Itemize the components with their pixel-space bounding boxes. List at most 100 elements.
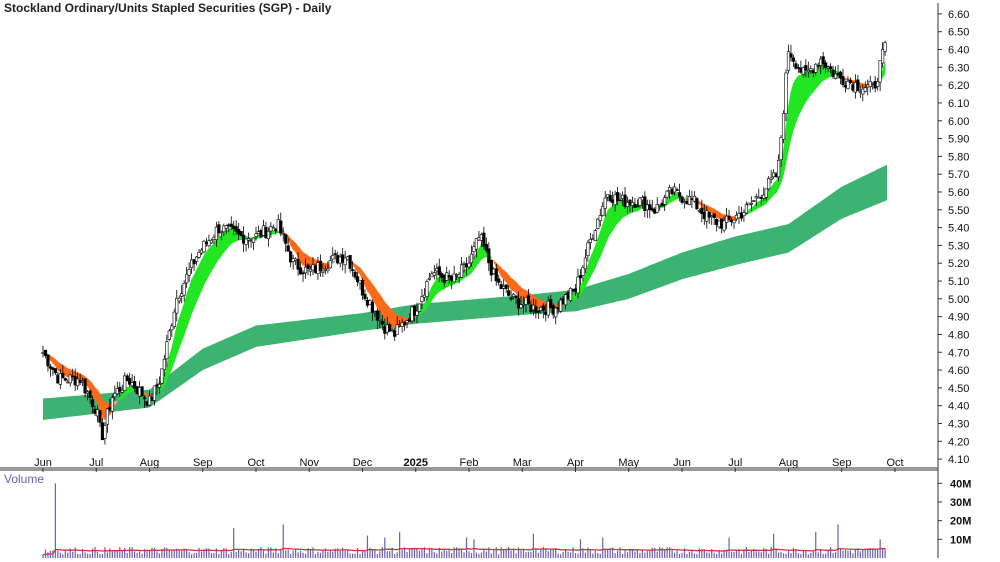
volume-bars bbox=[42, 483, 886, 558]
candle-body bbox=[680, 197, 684, 203]
y-tick-label: 4.90 bbox=[948, 312, 969, 324]
candle-body bbox=[549, 299, 553, 308]
candle-body bbox=[848, 80, 853, 83]
candle-body bbox=[219, 231, 223, 234]
short-ma-segment bbox=[196, 264, 200, 302]
short-ma-segment bbox=[478, 243, 482, 264]
candle-body bbox=[417, 303, 422, 312]
candle-body bbox=[403, 322, 407, 326]
short-ma-segment bbox=[882, 61, 886, 79]
candle-body bbox=[814, 63, 818, 73]
y-tick-label: 5.30 bbox=[948, 240, 969, 252]
candle-body bbox=[303, 266, 308, 274]
candle-body bbox=[519, 304, 523, 309]
candle-body bbox=[343, 257, 347, 266]
short-ma-segment bbox=[64, 366, 69, 378]
candle-body bbox=[781, 113, 786, 140]
x-tick-label: Sep bbox=[193, 457, 213, 469]
short-ma-segment bbox=[169, 347, 173, 375]
candle-body bbox=[61, 373, 65, 378]
candle-body bbox=[165, 341, 169, 360]
candle-body bbox=[118, 386, 122, 392]
short-ma-segment bbox=[201, 255, 205, 291]
candle-body bbox=[474, 238, 479, 250]
y-tick-label: 4.70 bbox=[948, 347, 969, 359]
candle-body bbox=[623, 194, 627, 207]
candle-body bbox=[185, 273, 189, 284]
short-ma-segment bbox=[50, 355, 54, 364]
candle-body bbox=[509, 297, 513, 300]
candle-body bbox=[801, 67, 805, 75]
y-tick-label: 4.30 bbox=[948, 418, 969, 430]
candle-body bbox=[425, 281, 429, 297]
short-ma-segment bbox=[52, 356, 56, 367]
price-y-tick-labels: 6.60 6.50 6.40 6.30 6.20 6.10 6.00 5.90 5.80 5.70… bbox=[938, 9, 969, 466]
candle-body bbox=[177, 297, 181, 302]
y-tick-label: 5.20 bbox=[948, 258, 969, 270]
short-ma-segment bbox=[193, 269, 197, 308]
short-ma-segment bbox=[795, 75, 799, 123]
short-ma-segment bbox=[290, 238, 294, 251]
candle-body bbox=[229, 223, 233, 228]
candle-body bbox=[881, 49, 885, 64]
candle-body bbox=[390, 328, 394, 331]
volume-tick-label: 20M bbox=[950, 516, 971, 528]
candle-body bbox=[596, 218, 600, 229]
short-ma-segment bbox=[198, 259, 202, 297]
candle-body bbox=[806, 70, 810, 73]
short-ma-segment bbox=[126, 386, 130, 395]
candle-body bbox=[68, 374, 72, 384]
candle-body bbox=[643, 196, 647, 211]
candle-body bbox=[876, 81, 880, 87]
candle-body bbox=[789, 53, 793, 58]
candle-body bbox=[598, 215, 602, 221]
candle-body bbox=[98, 410, 102, 423]
candle-body bbox=[786, 51, 791, 71]
candle-body bbox=[526, 295, 531, 304]
candle-body bbox=[504, 284, 508, 290]
y-tick-label: 5.40 bbox=[948, 223, 969, 235]
short-ma-segment bbox=[607, 207, 611, 240]
candle-body bbox=[767, 178, 771, 190]
short-ma-segment bbox=[206, 247, 210, 281]
candle-body bbox=[497, 278, 501, 283]
candle-body bbox=[192, 259, 196, 265]
candle-body bbox=[286, 245, 290, 252]
candle-body bbox=[281, 233, 285, 235]
y-tick-label: 6.50 bbox=[948, 27, 969, 39]
candle-body bbox=[214, 226, 218, 240]
candle-body bbox=[534, 306, 538, 313]
x-tick-label: Apr bbox=[567, 457, 584, 469]
candle-body bbox=[635, 205, 640, 208]
candle-body bbox=[764, 188, 768, 198]
short-ma-segment bbox=[94, 386, 98, 404]
candle-body bbox=[489, 260, 493, 276]
short-ma-segment bbox=[773, 180, 777, 196]
candle-body bbox=[123, 375, 127, 391]
candle-body bbox=[712, 213, 716, 218]
candle-body bbox=[593, 230, 597, 242]
y-tick-label: 6.60 bbox=[948, 9, 969, 21]
candle-body bbox=[353, 271, 357, 278]
candle-body bbox=[467, 262, 471, 268]
short-ma-segment bbox=[790, 83, 794, 139]
candle-body bbox=[601, 206, 605, 216]
candle-body bbox=[172, 311, 176, 327]
y-tick-label: 6.10 bbox=[948, 98, 969, 110]
candle-body bbox=[348, 255, 352, 269]
short-ma-segment bbox=[793, 77, 797, 130]
x-tick-label: Jun bbox=[34, 457, 52, 469]
candle-body bbox=[675, 189, 679, 191]
candle-body bbox=[432, 272, 436, 276]
candle-body bbox=[727, 216, 731, 220]
x-tick-label: Aug bbox=[140, 457, 160, 469]
candle-body bbox=[616, 192, 620, 202]
short-ma-segment bbox=[798, 74, 802, 117]
candle-body bbox=[420, 296, 424, 302]
candle-body bbox=[554, 307, 558, 318]
candle-body bbox=[197, 252, 201, 258]
short-ma-segment bbox=[505, 271, 509, 287]
candle-body bbox=[355, 276, 360, 283]
candle-body bbox=[251, 237, 256, 243]
candle-body bbox=[105, 408, 109, 425]
